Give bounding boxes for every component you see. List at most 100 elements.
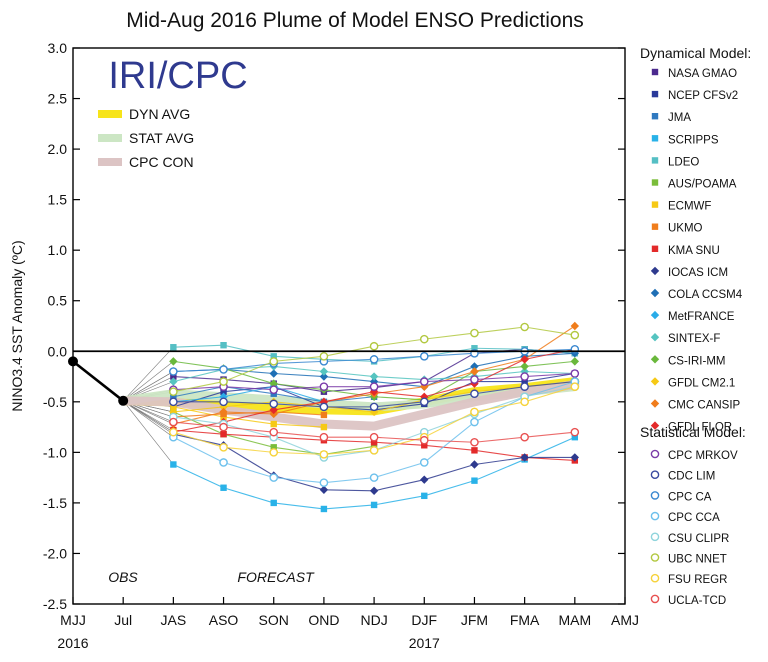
legend-marker <box>650 333 660 342</box>
legend-marker <box>651 223 659 230</box>
data-point <box>170 403 177 411</box>
data-point <box>170 461 177 468</box>
data-point <box>570 382 580 391</box>
legend-marker <box>650 310 660 320</box>
data-point <box>169 357 178 366</box>
data-point <box>570 453 580 462</box>
data-point <box>470 437 479 447</box>
data-point <box>419 377 429 386</box>
legend-label: FSU REGR <box>668 574 727 586</box>
data-point <box>219 407 228 417</box>
data-point <box>270 420 277 428</box>
data-point <box>270 353 277 360</box>
fan-line <box>122 400 174 465</box>
data-point <box>470 367 479 376</box>
legend-marker <box>650 511 660 521</box>
data-point <box>169 387 178 397</box>
data-point <box>369 432 379 442</box>
data-point <box>269 405 278 415</box>
legend-dynamical-title: Dynamical Model: <box>640 45 751 61</box>
data-point <box>219 443 228 452</box>
data-point <box>320 423 328 431</box>
legend-marker <box>650 553 660 562</box>
data-point <box>520 432 529 442</box>
y-tick-label: 2.5 <box>48 91 68 107</box>
iri-cpc-logo: IRI/CPC <box>108 55 247 97</box>
series-ubc-nnet <box>169 322 580 397</box>
data-point <box>219 397 228 407</box>
legend-marker <box>650 288 660 298</box>
data-point <box>269 379 278 388</box>
avg-legend-label: CPC CON <box>129 154 194 170</box>
x-tick-label: OND <box>308 612 339 628</box>
legend-label: CPC CA <box>668 491 712 503</box>
y-tick-label: 3.0 <box>48 40 68 56</box>
data-point <box>269 399 279 409</box>
avg-line-cpc-con <box>118 380 580 431</box>
x-tick-label: ASO <box>209 612 239 628</box>
data-point <box>421 442 428 449</box>
data-point <box>520 362 529 371</box>
legend-marker <box>650 594 660 604</box>
data-point <box>471 477 478 484</box>
legend-marker <box>650 532 660 542</box>
data-point <box>521 378 528 385</box>
y-tick-label: 0.5 <box>48 293 68 309</box>
data-point <box>520 382 529 391</box>
data-point <box>269 473 279 482</box>
data-point <box>369 402 379 412</box>
y-tick-label: -1.5 <box>43 495 67 511</box>
legend-label: MetFRANCE <box>668 311 735 323</box>
data-point <box>570 369 580 378</box>
data-point <box>419 397 429 407</box>
data-point <box>220 388 227 395</box>
data-point <box>470 375 479 384</box>
legend: Dynamical Model: NASA GMAO NCEP CFSv2 JMA SC… <box>640 45 751 607</box>
data-point <box>269 369 278 378</box>
avg-legend-label: STAT AVG <box>129 130 194 146</box>
data-point <box>319 372 329 381</box>
legend-label: IOCAS ICM <box>668 267 728 279</box>
x-tick-label: DJF <box>411 612 437 628</box>
data-point <box>219 365 228 374</box>
data-point <box>169 397 178 407</box>
data-point <box>320 411 328 419</box>
data-point <box>419 334 429 344</box>
data-point <box>320 505 328 513</box>
data-point <box>369 382 379 391</box>
data-point <box>420 475 429 484</box>
legend-marker <box>650 355 660 364</box>
legend-label: UKMO <box>668 223 703 235</box>
y-tick-label: 2.0 <box>48 141 68 157</box>
data-point <box>169 417 178 427</box>
data-point <box>419 458 429 467</box>
legend-marker <box>651 245 659 252</box>
legend-label: CS-IRI-MM <box>668 355 726 367</box>
legend-label: CDC LIM <box>668 471 715 483</box>
chart-title: Mid-Aug 2016 Plume of Model ENSO Predict… <box>126 9 584 32</box>
forecast-annotation: FORECAST <box>237 569 315 585</box>
data-point <box>220 484 227 491</box>
data-point <box>369 473 379 482</box>
data-point <box>220 342 227 349</box>
data-point <box>369 341 379 351</box>
plot-frame <box>72 47 626 605</box>
data-point <box>269 448 279 457</box>
legend-marker <box>651 68 659 76</box>
y-tick-label: -2.0 <box>43 545 67 561</box>
axes: 3.0 2.5 2.0 1.5 1.0 0.5 0.0 -0.5 -1.0 -1.5 -2.0 -2.… <box>43 40 639 651</box>
legend-label: UCLA-TCD <box>668 595 726 607</box>
data-point <box>169 367 178 376</box>
legend-marker <box>651 179 659 186</box>
data-point <box>270 499 277 507</box>
data-point <box>471 447 478 454</box>
data-point <box>520 322 529 332</box>
data-point <box>571 434 579 441</box>
legend-label: CPC MRKOV <box>668 450 738 462</box>
legend-marker <box>650 377 660 386</box>
data-point <box>520 372 529 381</box>
x-tick-label: NDJ <box>360 612 387 628</box>
legend-marker <box>651 157 659 164</box>
